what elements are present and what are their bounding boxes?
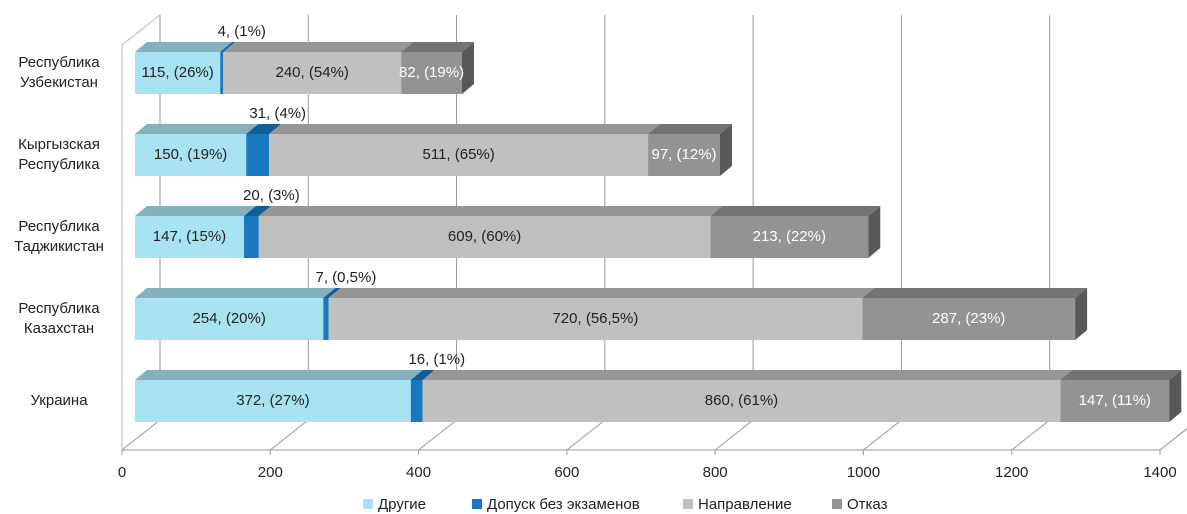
- bar-segment: [246, 134, 270, 176]
- bar-top-face: [1060, 370, 1182, 380]
- bar-top-face: [648, 124, 732, 134]
- data-label: 16, (1%): [408, 351, 465, 368]
- floor-edge: [1159, 428, 1187, 451]
- floor-grid-line: [1159, 428, 1187, 451]
- bar-segment: [323, 298, 329, 340]
- y-tick-label: Республика Таджикистан: [14, 218, 104, 255]
- bar-side-face: [461, 42, 474, 94]
- data-label: 147, (15%): [153, 228, 226, 245]
- bar-segment: [862, 298, 1076, 340]
- bar-top-face: [323, 288, 341, 298]
- bar-top-face: [862, 288, 1088, 298]
- left-wall-top: [121, 14, 161, 46]
- bar-side-face: [1169, 370, 1182, 422]
- x-tick-label: 400: [406, 464, 431, 481]
- floor-grid-line: [714, 419, 754, 451]
- data-label: 150, (19%): [154, 146, 227, 163]
- legend-label: Направление: [698, 496, 792, 513]
- bar-top-face: [410, 370, 435, 380]
- floor-grid-line: [1011, 419, 1051, 451]
- data-label: 115, (26%): [141, 64, 213, 81]
- bar-segment: [422, 380, 1061, 422]
- bar-segment: [1060, 380, 1170, 422]
- y-tick-label: Украина: [30, 392, 88, 409]
- data-label: 511, (65%): [423, 146, 495, 163]
- x-tick-label: 1400: [1143, 464, 1176, 481]
- bar-top-face: [135, 124, 259, 134]
- bar-top-face: [258, 206, 723, 216]
- bar-top-face: [401, 42, 474, 52]
- bar-top-face: [328, 288, 875, 298]
- x-tick-label: 800: [703, 464, 728, 481]
- legend-label: Отказ: [847, 496, 888, 513]
- legend-swatch: [683, 499, 693, 509]
- x-tick-label: 0: [118, 464, 126, 481]
- data-label: 860, (61%): [705, 392, 778, 409]
- bar-segment: [401, 52, 462, 94]
- legend-swatch: [472, 499, 482, 509]
- x-tick-label: 200: [258, 464, 283, 481]
- floor-grid-line: [418, 419, 457, 451]
- bar-segment: [223, 52, 402, 94]
- floor-grid-line: [566, 419, 606, 451]
- data-label: 31, (4%): [249, 105, 306, 122]
- data-label: 97, (12%): [652, 146, 717, 163]
- y-tick-label: Кыргызская Республика: [18, 136, 100, 173]
- bar-segment: [410, 380, 423, 422]
- data-label: 720, (56,5%): [552, 310, 638, 327]
- data-label: 609, (60%): [448, 228, 521, 245]
- bar-top-face: [269, 124, 661, 134]
- legend-swatch: [832, 499, 842, 509]
- bar-segment: [258, 216, 711, 258]
- bar-segment: [220, 52, 224, 94]
- bar-top-face: [223, 42, 414, 52]
- bar-side-face: [719, 124, 732, 176]
- data-label: 82, (19%): [399, 64, 464, 81]
- bar-segment: [135, 380, 411, 422]
- data-label: 240, (54%): [276, 64, 349, 81]
- bar-top-face: [220, 42, 236, 52]
- legend-label: Допуск без экзаменов: [487, 496, 640, 513]
- floor-grid-line: [863, 419, 902, 451]
- bar-segment: [328, 298, 863, 340]
- bar-segment: [243, 216, 259, 258]
- bar-segment: [710, 216, 869, 258]
- y-tick-label: Республика Узбекистан: [18, 54, 100, 91]
- bar-top-face: [246, 124, 282, 134]
- y-tick-label: Республика Казахстан: [18, 300, 100, 337]
- bar-top-face: [422, 370, 1073, 380]
- bar-top-face: [135, 42, 233, 52]
- bar-side-face: [1075, 288, 1088, 340]
- bar-segment: [135, 134, 247, 176]
- bar-segment: [135, 216, 244, 258]
- bar-top-face: [243, 206, 271, 216]
- data-label: 254, (20%): [192, 310, 265, 327]
- legend-label: Другие: [378, 496, 426, 513]
- data-label: 4, (1%): [218, 23, 266, 40]
- bar-top-face: [710, 206, 881, 216]
- bar-top-face: [135, 288, 336, 298]
- bar-side-face: [868, 206, 881, 258]
- bar-segment: [269, 134, 649, 176]
- x-tick-label: 1000: [847, 464, 880, 481]
- bar-top-face: [135, 370, 423, 380]
- data-label: 7, (0,5%): [315, 269, 376, 286]
- data-label: 147, (11%): [1079, 392, 1151, 409]
- data-label: 213, (22%): [753, 228, 826, 245]
- floor-grid-line: [269, 419, 309, 451]
- floor-grid-line: [121, 419, 161, 451]
- bar-segment: [648, 134, 720, 176]
- x-tick-label: 600: [554, 464, 579, 481]
- bar-segment: [135, 298, 324, 340]
- bar-segment: [135, 52, 221, 94]
- bar-top-face: [135, 206, 256, 216]
- legend-swatch: [363, 499, 373, 509]
- x-tick-label: 1200: [995, 464, 1028, 481]
- data-label: 287, (23%): [932, 310, 1005, 327]
- data-label: 20, (3%): [243, 187, 300, 204]
- data-label: 372, (27%): [236, 392, 309, 409]
